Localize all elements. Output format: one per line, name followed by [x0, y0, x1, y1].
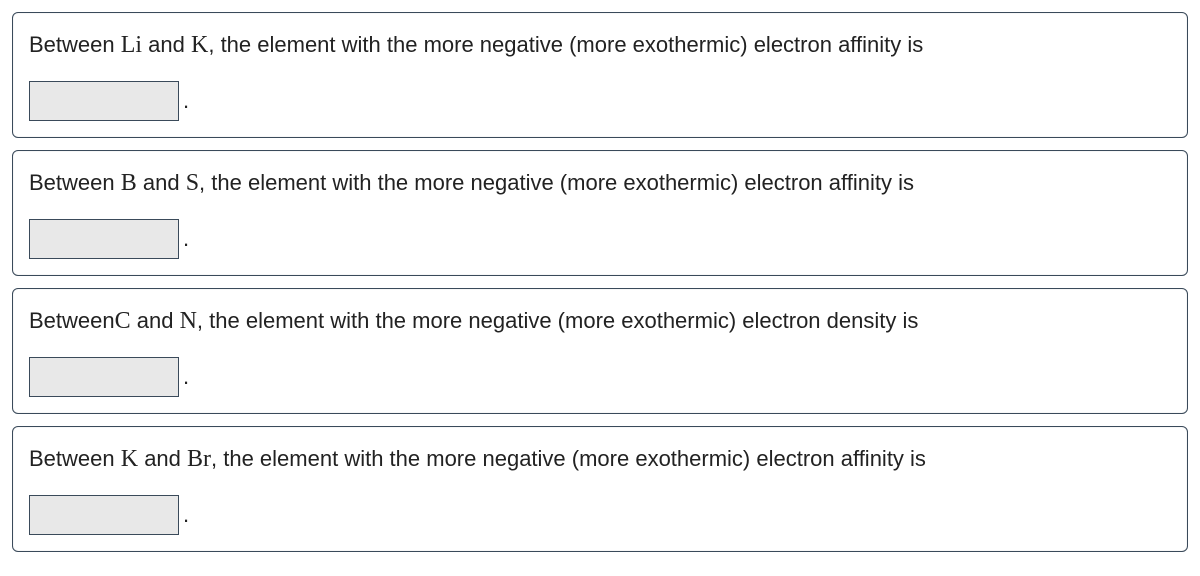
answer-input[interactable]	[29, 357, 179, 397]
text-mid: and	[142, 32, 191, 57]
text-prefix: Between	[29, 170, 121, 195]
text-mid: and	[131, 308, 180, 333]
answer-row: .	[29, 495, 1171, 535]
question-box-3: BetweenC and N, the element with the mor…	[12, 288, 1188, 414]
answer-row: .	[29, 219, 1171, 259]
element-symbol-2: S	[186, 170, 199, 196]
text-suffix: , the element with the more negative (mo…	[199, 170, 914, 195]
question-text: BetweenC and N, the element with the mor…	[29, 303, 1171, 339]
text-suffix: , the element with the more negative (mo…	[208, 32, 923, 57]
text-prefix: Between	[29, 308, 115, 333]
element-symbol-2: Br	[187, 446, 211, 472]
question-text: Between K and Br, the element with the m…	[29, 441, 1171, 477]
text-suffix: , the element with the more negative (mo…	[211, 446, 926, 471]
answer-input[interactable]	[29, 495, 179, 535]
trailing-period: .	[183, 226, 189, 252]
text-mid: and	[137, 170, 186, 195]
element-symbol-1: Li	[121, 32, 142, 58]
element-symbol-1: K	[121, 446, 138, 472]
element-symbol-2: N	[180, 308, 197, 334]
question-box-2: Between B and S, the element with the mo…	[12, 150, 1188, 276]
question-text: Between Li and K, the element with the m…	[29, 27, 1171, 63]
answer-input[interactable]	[29, 219, 179, 259]
text-suffix: , the element with the more negative (mo…	[197, 308, 918, 333]
element-symbol-1: C	[115, 308, 131, 334]
answer-row: .	[29, 357, 1171, 397]
trailing-period: .	[183, 364, 189, 390]
element-symbol-2: K	[191, 32, 208, 58]
trailing-period: .	[183, 88, 189, 114]
answer-input[interactable]	[29, 81, 179, 121]
question-text: Between B and S, the element with the mo…	[29, 165, 1171, 201]
text-prefix: Between	[29, 446, 121, 471]
question-box-4: Between K and Br, the element with the m…	[12, 426, 1188, 552]
text-mid: and	[138, 446, 187, 471]
text-prefix: Between	[29, 32, 121, 57]
element-symbol-1: B	[121, 170, 137, 196]
answer-row: .	[29, 81, 1171, 121]
question-box-1: Between Li and K, the element with the m…	[12, 12, 1188, 138]
trailing-period: .	[183, 502, 189, 528]
